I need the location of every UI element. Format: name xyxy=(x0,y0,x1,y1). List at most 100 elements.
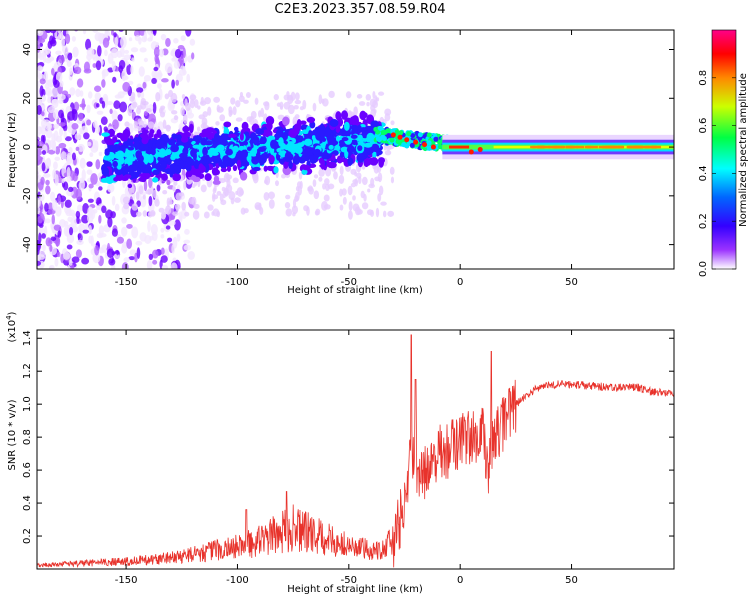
spectrogram-cell xyxy=(192,210,200,220)
spectrogram-cell xyxy=(378,91,385,96)
spectrogram-peak-cell xyxy=(390,132,396,138)
spectrogram-cell xyxy=(109,130,114,138)
spectrogram-cell xyxy=(350,182,356,188)
spectrogram-cell xyxy=(170,92,178,103)
spectrogram-cell xyxy=(100,177,110,183)
spectrogram-cell xyxy=(182,125,190,133)
spectrogram-cell xyxy=(326,134,335,142)
spectrogram-cell xyxy=(152,169,160,176)
spectrogram-cell xyxy=(96,103,100,108)
spectrogram-cell xyxy=(121,217,127,224)
spectrogram-cell xyxy=(207,131,214,141)
spectrogram-cell xyxy=(353,106,358,116)
spectrogram-cell xyxy=(140,174,147,183)
spectrogram-cell xyxy=(75,249,82,258)
spectrogram-cell xyxy=(219,114,226,122)
spectrogram-cell xyxy=(401,142,407,148)
spectrogram-cell xyxy=(138,120,145,129)
spectrogram-cell xyxy=(160,107,164,112)
spectrogram-cell xyxy=(135,240,143,246)
spectrogram-cell xyxy=(228,106,233,114)
spectrogram-cell xyxy=(44,83,50,90)
spectrogram-cell xyxy=(108,145,116,151)
spectrogram-cell xyxy=(131,226,139,239)
spectrogram-cell xyxy=(37,69,41,78)
spectrogram-cell xyxy=(69,87,76,96)
spectrogram-cell xyxy=(202,121,207,129)
spectrogram-cell xyxy=(174,219,181,231)
spectrogram-peak-cell xyxy=(404,137,410,143)
spectrogram-cell xyxy=(233,126,239,132)
spectrogram-cell xyxy=(220,167,228,173)
spectrogram-cell xyxy=(76,239,84,246)
spectrogram-cell xyxy=(273,94,279,101)
spectrogram-cell xyxy=(236,159,242,169)
spectrogram-cell xyxy=(119,101,128,113)
spectrogram-cell xyxy=(228,133,237,138)
spectrogram-cell xyxy=(384,150,392,156)
spectrogram-cell xyxy=(255,128,265,135)
spectrogram-cell xyxy=(65,209,73,217)
spectrogram-cell xyxy=(114,203,120,212)
spectrogram-cell xyxy=(292,212,296,217)
spectrogram-cell xyxy=(243,208,249,214)
spectrogram-cell xyxy=(346,146,353,153)
spectrogram-cell xyxy=(181,156,189,162)
spectrogram-cell xyxy=(226,165,232,172)
spectrogram-cell xyxy=(204,97,211,105)
spectrogram-cell xyxy=(246,146,252,151)
spectrogram-cell xyxy=(114,36,119,48)
spectrogram-cell xyxy=(241,121,249,131)
spectrogram-cell xyxy=(86,119,92,126)
spectrogram-cell xyxy=(242,140,249,146)
spectrogram-cell xyxy=(71,212,76,218)
spectrogram-cell xyxy=(385,128,391,134)
spectrogram-cell xyxy=(437,139,443,145)
spectrogram-cell xyxy=(143,57,148,63)
spectrogram-cell xyxy=(53,224,62,231)
spectrogram-cell xyxy=(143,74,152,82)
spectrogram-cell xyxy=(156,129,162,138)
spectrogram-cell xyxy=(51,199,58,211)
spectrogram-cell xyxy=(164,149,172,155)
spectrogram-cell xyxy=(212,187,217,194)
spectrogram-cell xyxy=(120,36,127,49)
spectrogram-band-core xyxy=(650,145,657,149)
spectrogram-cell xyxy=(130,171,140,179)
spectrogram-cell xyxy=(214,133,220,143)
spectrogram-cell xyxy=(390,176,395,184)
spectrogram-cell xyxy=(294,99,302,105)
spectrogram-cell xyxy=(372,90,376,99)
spectrogram-cell xyxy=(268,155,275,164)
spectrogram-cell xyxy=(389,137,395,143)
spectrogram-cell xyxy=(350,168,357,175)
spectrogram-cell xyxy=(86,104,91,114)
spectrogram-cell xyxy=(238,95,245,103)
spectrogram-cell xyxy=(261,129,271,138)
spectrogram-cell xyxy=(116,163,122,170)
spectrogram-peak-cell xyxy=(477,147,483,152)
spectrogram-cell xyxy=(90,173,98,185)
spectrogram-cell xyxy=(335,111,342,121)
spectrogram-cell xyxy=(254,97,259,105)
spectrogram-cell xyxy=(103,172,110,177)
spectrogram-cell xyxy=(110,48,119,59)
spectrogram-cell xyxy=(161,78,169,83)
spectrogram-cell xyxy=(37,30,44,37)
y-tick-label: 1.2 xyxy=(22,363,33,379)
spectrogram-cell xyxy=(94,140,99,151)
spectrogram-cell xyxy=(39,78,46,85)
spectrogram-cell xyxy=(426,145,432,151)
spectrogram-cell xyxy=(123,174,132,179)
spectrogram-cell xyxy=(47,106,55,114)
spectrogram-cell xyxy=(78,112,84,122)
spectrogram-cell xyxy=(37,126,42,132)
spectrogram-cell xyxy=(87,198,94,203)
spectrogram-cell xyxy=(177,184,181,190)
spectrogram-cell xyxy=(216,106,224,113)
x-tick-label: -50 xyxy=(341,575,357,586)
snr-marks xyxy=(37,334,674,568)
spectrogram-cell xyxy=(328,90,335,99)
spectrogram-cell xyxy=(60,151,67,160)
spectrogram-cell xyxy=(37,41,41,53)
